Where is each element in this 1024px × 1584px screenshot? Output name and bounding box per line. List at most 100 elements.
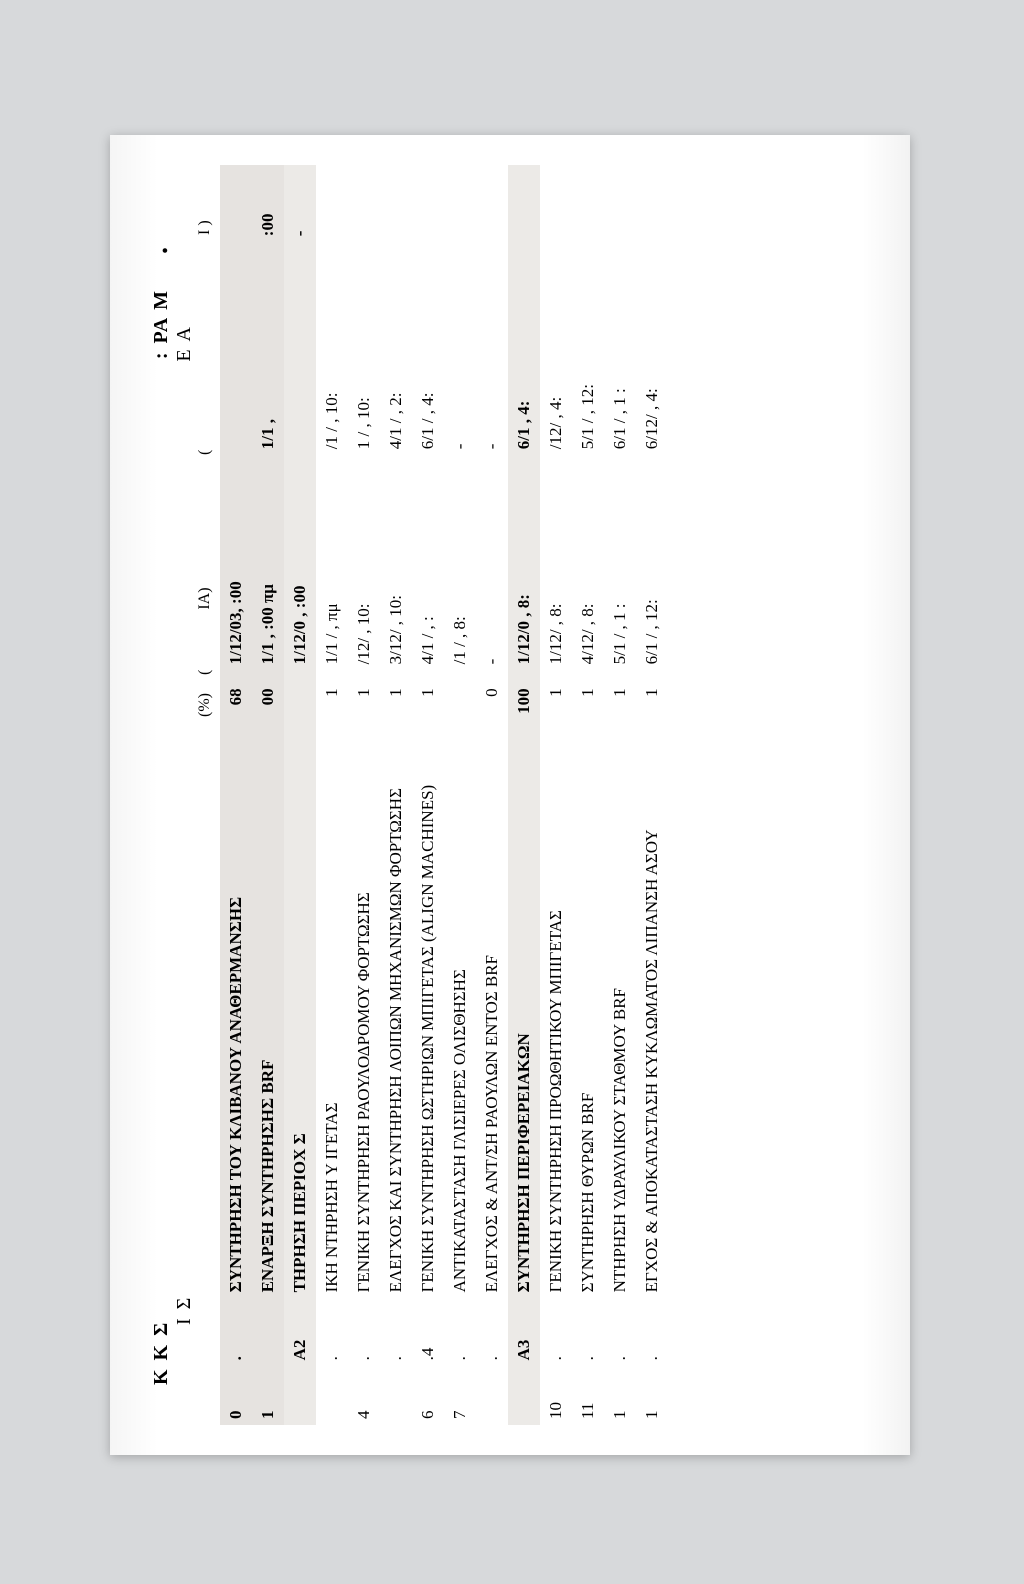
cell-d1: 1/12/03, :00 [220, 455, 252, 670]
cell-end [444, 165, 476, 242]
table-row: 10.ΓΕΝΙΚΗ ΣΥΝΤΗΡΗΣΗ ΠΡΟΩΘΗΤΙΚΟΥ ΜΠΙΓΕΤΑΣ… [540, 165, 572, 1425]
cell-num: 11 [572, 1366, 604, 1425]
col-d1-close: ΙΑ) [196, 587, 213, 609]
table-row: 1. ΝΤΗΡΗΣΗ ΥΔΡΑΥΛΙΚΟΥ ΣΤΑΘΜΟΥ BRF15/1 / … [604, 165, 636, 1425]
cell-d2: 6/12/ , 4: [636, 242, 668, 455]
table-row: 1.ΕΓΧΟΣ & ΑΠΟΚΑΤΑΣΤΑΣΗ ΚΥΚΛΩΜΑΤΟΣ ΛΙΠΑΝΣ… [636, 165, 668, 1425]
cell-desc: ΝΤΗΡΗΣΗ ΥΔΡΑΥΛΙΚΟΥ ΣΤΑΘΜΟΥ BRF [604, 769, 636, 1299]
table-row: Α3ΣΥΝΤΗΡΗΣΗ ΠΕΡΙΦΕΡΕΙΑΚΩΝ1001/12/0 , 8:6… [508, 165, 540, 1425]
cell-d1: 1/1 , :00 πμ [252, 455, 284, 670]
cell-end [220, 165, 252, 242]
cell-num: 4 [348, 1366, 380, 1425]
cell-d2: 5/1 / , 12: [572, 242, 604, 455]
cell-code: . [316, 1298, 348, 1366]
cell-desc: ΓΕΝΙΚΗ ΣΥΝΤΗΡΗΣΗ ΡΑΟΥΛΟΔΡΟΜΟΥ ΦΟΡΤΩΣΗΣ [348, 769, 380, 1299]
cell-num: 7 [444, 1366, 476, 1425]
cell-desc: ΣΥΝΤΗΡΗΣΗ ΘΥΡΩΝ BRF [572, 769, 604, 1299]
cell-pct: 68 [220, 670, 252, 768]
cell-num: 0 [220, 1366, 252, 1425]
table-row: . ΙΚΗ ΝΤΗΡΗΣΗ Υ ΙΓΕΤΑΣ11/1 / , πμ /1 / ,… [316, 165, 348, 1425]
subheader-left: Ι Σ [173, 1296, 196, 1385]
scanned-page: Κ Κ Σ : ΡΑ Μ . Ι Σ Ε Α (%) ( ΙΑ) [110, 135, 910, 1455]
cell-end [476, 165, 508, 242]
cell-d1: 4/12/ , 8: [572, 455, 604, 670]
cell-end [412, 165, 444, 242]
cell-num: 10 [540, 1366, 572, 1425]
cell-code: Α3 [508, 1298, 540, 1366]
cell-num [508, 1366, 540, 1425]
cell-desc: ΕΛΕΓΧΟΣ ΚΑΙ ΣΥΝΤΗΡΗΣΗ ΛΟΙΠΩΝ ΜΗΧΑΝΙΣΜΩΝ … [380, 769, 412, 1299]
cell-pct: 1 [604, 670, 636, 768]
cell-pct: 1 [348, 670, 380, 768]
cell-num: 6 [412, 1366, 444, 1425]
cell-d2 [284, 242, 316, 455]
cell-end [316, 165, 348, 242]
cell-d2: 1/1 , [252, 242, 284, 455]
subheader-right: Ε Α [173, 245, 196, 362]
cell-end [380, 165, 412, 242]
cell-d1: /1 / , 8: [444, 455, 476, 670]
header-row: Κ Κ Σ : ΡΑ Μ . [140, 165, 173, 1425]
cell-d2: 6/1 / , 1 : [604, 242, 636, 455]
cell-num: 1 [252, 1366, 284, 1425]
cell-desc: ΑΝΤΙΚΑΤΑΣΤΑΣΗ ΓΛΙΣΙΕΡΕΣ ΟΛΙΣΘΗΣΗΣ [444, 769, 476, 1299]
col-end-label: Ι ) [196, 165, 214, 235]
cell-end [572, 165, 604, 242]
cell-d2: 4/1 / , 2: [380, 242, 412, 455]
cell-d2: - [444, 242, 476, 455]
cell-desc: ΕΓΧΟΣ & ΑΠΟΚΑΤΑΣΤΑΣΗ ΚΥΚΛΩΜΑΤΟΣ ΛΙΠΑΝΣΗ … [636, 769, 668, 1299]
cell-pct: 00 [252, 670, 284, 768]
table-row: 7.ΑΝΤΙΚΑΤΑΣΤΑΣΗ ΓΛΙΣΙΕΡΕΣ ΟΛΙΣΘΗΣΗΣ /1 /… [444, 165, 476, 1425]
cell-code: . [604, 1298, 636, 1366]
cell-d1: - [476, 455, 508, 670]
col-d2-label: ( [196, 235, 214, 455]
header-left-top: Κ Κ Σ [150, 1321, 172, 1385]
cell-num [476, 1366, 508, 1425]
table-row: 4.ΓΕΝΙΚΗ ΣΥΝΤΗΡΗΣΗ ΡΑΟΥΛΟΔΡΟΜΟΥ ΦΟΡΤΩΣΗΣ… [348, 165, 380, 1425]
table-row: 0.ΣΥΝΤΗΡΗΣΗ ΤΟΥ ΚΛΙΒΑΝΟΥ ΑΝΑΘΕΡΜΑΝΣΗΣ681… [220, 165, 252, 1425]
cell-d1: 1/12/0 , 8: [508, 455, 540, 670]
cell-code: . [476, 1298, 508, 1366]
cell-pct [444, 670, 476, 768]
cell-d2: 6/1 , 4: [508, 242, 540, 455]
cell-pct: 0 [476, 670, 508, 768]
table-row: .ΕΛΕΓΧΟΣ ΚΑΙ ΣΥΝΤΗΡΗΣΗ ΛΟΙΠΩΝ ΜΗΧΑΝΙΣΜΩΝ… [380, 165, 412, 1425]
header-right: : ΡΑ Μ . [150, 245, 173, 359]
cell-code: . [540, 1298, 572, 1366]
cell-d2: /12/ , 4: [540, 242, 572, 455]
cell-code: .4 [412, 1298, 444, 1366]
cell-end [540, 165, 572, 242]
cell-pct: 1 [316, 670, 348, 768]
cell-code: . [444, 1298, 476, 1366]
cell-code: . [348, 1298, 380, 1366]
cell-end [348, 165, 380, 242]
col-d1-open: ( [196, 670, 213, 675]
cell-num [316, 1366, 348, 1425]
cell-desc: ΓΕΝΙΚΗ ΣΥΝΤΗΡΗΣΗ ΠΡΟΩΘΗΤΙΚΟΥ ΜΠΙΓΕΤΑΣ [540, 769, 572, 1299]
cell-d1: 6/1 / , 12: [636, 455, 668, 670]
cell-d2 [220, 242, 252, 455]
cell-desc: ΕΛΕΓΧΟΣ & ΑΝΤ/ΣΗ ΡΑΟΥΛΩΝ ΕΝΤΟΣ BRF [476, 769, 508, 1299]
cell-code: . [636, 1298, 668, 1366]
column-headers: (%) ( ΙΑ) ( Ι ) [196, 165, 220, 1425]
table-row: .ΕΛΕΓΧΟΣ & ΑΝΤ/ΣΗ ΡΑΟΥΛΩΝ ΕΝΤΟΣ BRF0-- [476, 165, 508, 1425]
cell-code: Α2 [284, 1298, 316, 1366]
table-row: 11.ΣΥΝΤΗΡΗΣΗ ΘΥΡΩΝ BRF14/12/ , 8:5/1 / ,… [572, 165, 604, 1425]
cell-d2: - [476, 242, 508, 455]
cell-num [284, 1366, 316, 1425]
cell-desc: ΤΗΡΗΣΗ ΠΕΡΙΟΧ Σ [284, 769, 316, 1299]
cell-pct: 1 [540, 670, 572, 768]
rotated-content: Κ Κ Σ : ΡΑ Μ . Ι Σ Ε Α (%) ( ΙΑ) [140, 165, 880, 1425]
col-d1-label: ( ΙΑ) [196, 455, 214, 675]
cell-desc: ΓΕΝΙΚΗ ΣΥΝΤΗΡΗΣΗ ΩΣΤΗΡΙΩΝ ΜΠΙΓΕΤΑΣ (ALIG… [412, 769, 444, 1299]
cell-pct: 1 [412, 670, 444, 768]
cell-d1: 3/12/ , 10: [380, 455, 412, 670]
cell-desc: ΙΚΗ ΝΤΗΡΗΣΗ Υ ΙΓΕΤΑΣ [316, 769, 348, 1299]
cell-end: - [284, 165, 316, 242]
cell-code: . [380, 1298, 412, 1366]
cell-code: . [220, 1298, 252, 1366]
cell-pct: 1 [636, 670, 668, 768]
cell-end [636, 165, 668, 242]
header-right-dot: . [143, 245, 174, 254]
cell-d1: 1/12/ , 8: [540, 455, 572, 670]
